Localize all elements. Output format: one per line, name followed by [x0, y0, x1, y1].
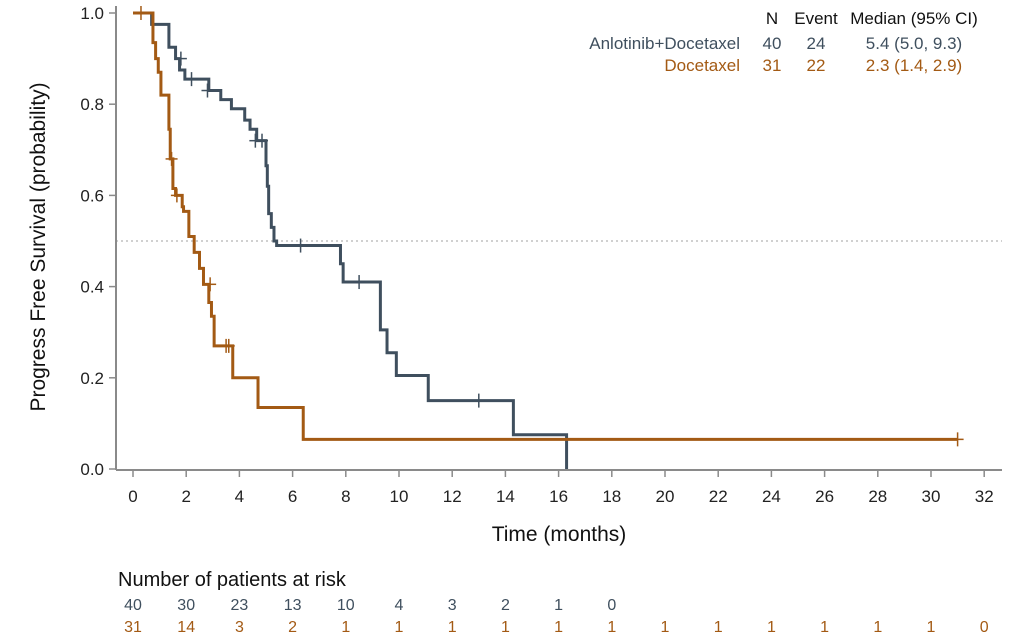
y-tick-label: 0.2	[80, 369, 104, 388]
censor-mark	[134, 6, 147, 20]
x-tick-label: 4	[235, 487, 244, 506]
survival-step-line	[133, 11, 569, 469]
x-axis-label: Time (months)	[492, 523, 627, 546]
risk-count: 2	[288, 619, 297, 636]
risk-count: 40	[124, 597, 142, 614]
x-tick-label: 22	[709, 487, 728, 506]
y-tick-label: 1.0	[80, 4, 104, 23]
censor-mark	[170, 188, 183, 203]
x-tick-label: 26	[815, 487, 834, 506]
risk-count: 3	[448, 597, 457, 614]
risk-count: 1	[927, 619, 936, 636]
censor-mark	[174, 51, 187, 66]
legend-row-median: 5.4 (5.0, 9.3)	[866, 34, 962, 53]
censor-mark	[951, 432, 964, 447]
survival-step-line	[133, 11, 958, 441]
risk-count: 1	[767, 619, 776, 636]
risk-count: 23	[231, 597, 249, 614]
legend-row-name: Anlotinib+Docetaxel	[589, 34, 740, 53]
risk-count: 1	[873, 619, 882, 636]
risk-count: 1	[820, 619, 829, 636]
legend-header-median: Median (95% CI)	[850, 9, 978, 28]
y-tick-label: 0.8	[80, 95, 104, 114]
risk-count: 10	[337, 597, 355, 614]
x-tick-label: 0	[128, 487, 137, 506]
risk-count: 14	[177, 619, 195, 636]
risk-count: 13	[284, 597, 302, 614]
y-tick-label: 0.4	[80, 278, 104, 297]
y-axis-label: Progress Free Survival (probability)	[27, 82, 50, 411]
censor-mark	[222, 338, 235, 353]
censor-mark	[165, 151, 178, 166]
survival-curves	[133, 6, 964, 469]
y-tick-label: 0.0	[80, 460, 104, 479]
x-tick-label: 16	[549, 487, 568, 506]
risk-count: 1	[661, 619, 670, 636]
risk-count: 4	[395, 597, 404, 614]
risk-count: 30	[177, 597, 195, 614]
series-docetaxel	[133, 6, 964, 447]
x-tick-label: 10	[390, 487, 409, 506]
risk-table-title: Number of patients at risk	[118, 569, 347, 591]
x-tick-label: 14	[496, 487, 515, 506]
legend-header-event: Event	[794, 9, 838, 28]
risk-count: 2	[501, 597, 510, 614]
censor-mark	[294, 238, 307, 253]
legend-row-n: 40	[763, 34, 782, 53]
x-tick-label: 24	[762, 487, 781, 506]
censor-mark	[185, 72, 198, 87]
risk-count: 0	[607, 597, 616, 614]
x-tick-label: 30	[922, 487, 941, 506]
y-tick-label: 0.6	[80, 186, 104, 205]
censor-mark	[472, 393, 485, 408]
risk-count: 1	[501, 619, 510, 636]
x-tick-label: 28	[868, 487, 887, 506]
series-anlotinib-docetaxel	[133, 11, 569, 469]
legend-row-event: 24	[807, 34, 826, 53]
x-tick-label: 12	[443, 487, 462, 506]
risk-count: 1	[554, 619, 563, 636]
risk-count: 1	[607, 619, 616, 636]
censor-mark	[256, 133, 269, 148]
axes: 0.00.20.40.60.81.00 2 4 6 8 10 12 14 16 18 20 22 24 2…	[27, 4, 1002, 546]
risk-count: 1	[395, 619, 404, 636]
risk-count: 0	[980, 619, 989, 636]
risk-count: 1	[554, 597, 563, 614]
x-tick-label: 8	[341, 487, 350, 506]
legend-table: N Event Median (95% CI) Anlotinib+Docetaxel…	[589, 9, 978, 75]
x-tick-label: 32	[975, 487, 994, 506]
x-tick-label: 6	[288, 487, 297, 506]
x-tick-label: 2	[181, 487, 190, 506]
legend-row-n: 31	[763, 56, 782, 75]
risk-count: 1	[714, 619, 723, 636]
x-tick-label: 20	[656, 487, 675, 506]
censor-mark	[201, 83, 214, 98]
x-tick-label: 18	[602, 487, 621, 506]
risk-count: 1	[341, 619, 350, 636]
risk-count: 3	[235, 619, 244, 636]
censor-mark	[204, 277, 217, 292]
legend-row-name: Docetaxel	[664, 56, 740, 75]
legend-row-event: 22	[807, 56, 826, 75]
legend-header-n: N	[766, 9, 778, 28]
censor-mark	[353, 275, 366, 290]
risk-count: 1	[448, 619, 457, 636]
risk-count: 31	[124, 619, 142, 636]
legend-row-median: 2.3 (1.4, 2.9)	[866, 56, 962, 75]
